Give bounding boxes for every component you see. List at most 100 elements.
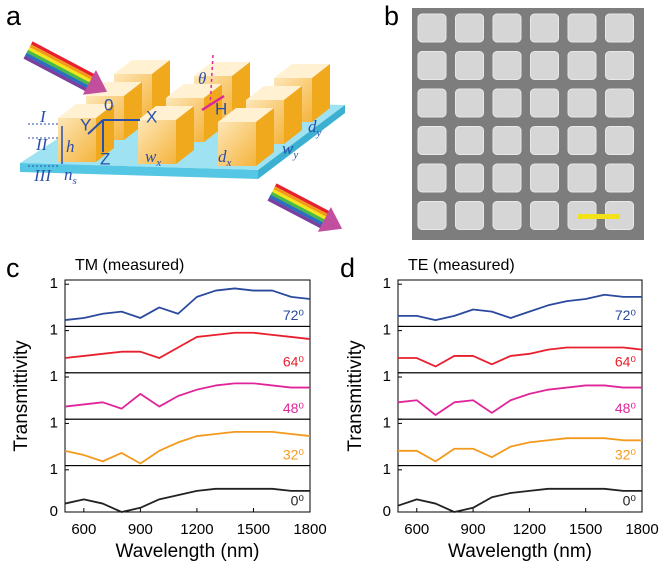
x-tick-label: 900 (128, 521, 153, 538)
diagram-label: 0 (104, 95, 113, 114)
chart-title: TM (measured) (75, 257, 184, 274)
diagram-label: Y (80, 115, 91, 134)
y-tick-label: 1 (50, 322, 58, 339)
pillar (605, 13, 634, 43)
h-field (201, 94, 225, 112)
x-axis-label: Wavelength (nm) (448, 541, 592, 562)
block-top (138, 106, 194, 120)
subplot-frame (397, 418, 643, 467)
pillar (605, 126, 634, 155)
x-tick-label: 1800 (625, 521, 658, 538)
ray (270, 191, 327, 224)
y-tick-label: 1 (383, 368, 391, 385)
series-label: 72⁰ (615, 307, 637, 323)
ray (27, 47, 93, 84)
pillar (492, 13, 522, 43)
block-top (246, 86, 302, 100)
diagram-label: wx (145, 147, 161, 169)
label-sub: x (155, 157, 161, 169)
pillar (455, 201, 484, 230)
series-line (64, 382, 310, 410)
series-label: 64⁰ (615, 354, 637, 370)
series-label: 32⁰ (615, 446, 637, 462)
pillar (567, 13, 597, 43)
y-tick-label: 1 (50, 368, 58, 385)
pillar (417, 126, 447, 155)
block-top (194, 62, 250, 76)
ray (26, 49, 92, 87)
series-line (64, 487, 310, 513)
diagram-label: θ (198, 69, 206, 88)
block-front (138, 120, 176, 164)
panel-letter: b (384, 1, 399, 31)
ray (23, 55, 89, 92)
y-tick-label: 1 (50, 275, 58, 292)
pillar (417, 163, 447, 193)
x-tick-label: 1500 (237, 521, 270, 538)
blocks (58, 60, 330, 166)
pillar (567, 163, 597, 193)
diagram-label: dy (308, 117, 322, 139)
subplot-frame (397, 372, 643, 420)
block-side (204, 84, 222, 142)
diagram-label: X (146, 107, 157, 126)
series-label: 32⁰ (283, 446, 305, 462)
y-tick-label: 1 (383, 275, 391, 292)
label-main: w (282, 139, 294, 158)
series-line (398, 437, 642, 463)
ray (274, 183, 331, 215)
series-line (397, 487, 642, 513)
subplot-frame (64, 279, 311, 327)
diagram-label: dx (218, 147, 232, 169)
y-tick-label: 1 (383, 461, 391, 478)
label-sub: y (316, 127, 322, 139)
block-front (58, 118, 96, 162)
x-tick-label: 900 (461, 521, 486, 538)
pillar (455, 13, 484, 43)
x-tick-label: 600 (71, 521, 96, 538)
block-side (124, 82, 142, 140)
pillar (567, 88, 597, 118)
y-axis-label: Transmittivity (11, 340, 32, 452)
label-sub: y (292, 149, 298, 161)
series-label: 0⁰ (291, 493, 305, 509)
subplot-frame (64, 418, 311, 467)
diagram-label: ns (64, 165, 77, 187)
diagram-label: wy (282, 139, 298, 161)
diagram-label: II (35, 135, 49, 154)
sem-pattern (417, 13, 634, 230)
pillar (530, 51, 559, 80)
ray (273, 186, 330, 218)
y-tick-label: 0 (383, 503, 391, 520)
pillar (567, 126, 597, 155)
x-axis-label: Wavelength (nm) (116, 541, 260, 562)
arrows (23, 41, 343, 232)
ray (268, 194, 325, 227)
diagram-label: III (33, 166, 52, 185)
series-label: 48⁰ (615, 400, 637, 416)
arrow-head (82, 70, 108, 95)
charts: c TM (measured) Transmittivity Wavelength (… (6, 253, 659, 562)
pillar (417, 13, 447, 43)
pillar (417, 88, 447, 118)
subplot-frame (397, 465, 643, 513)
pillar (492, 126, 522, 155)
pillar (605, 163, 634, 193)
x-tick-label: 600 (404, 521, 429, 538)
ray (267, 197, 324, 229)
panel-letter: d (340, 253, 355, 283)
block-top (166, 84, 222, 98)
block-side (152, 60, 170, 118)
series-line (397, 384, 642, 416)
subplot-frame (64, 372, 311, 420)
diagram-label: I (39, 107, 47, 126)
subplot-frame (64, 325, 311, 374)
sem-image (412, 8, 644, 240)
chart-title: TE (measured) (408, 257, 515, 274)
block-side (284, 86, 302, 144)
label-main: d (308, 117, 317, 136)
panel-letter: a (6, 1, 22, 31)
pillar (567, 51, 597, 80)
